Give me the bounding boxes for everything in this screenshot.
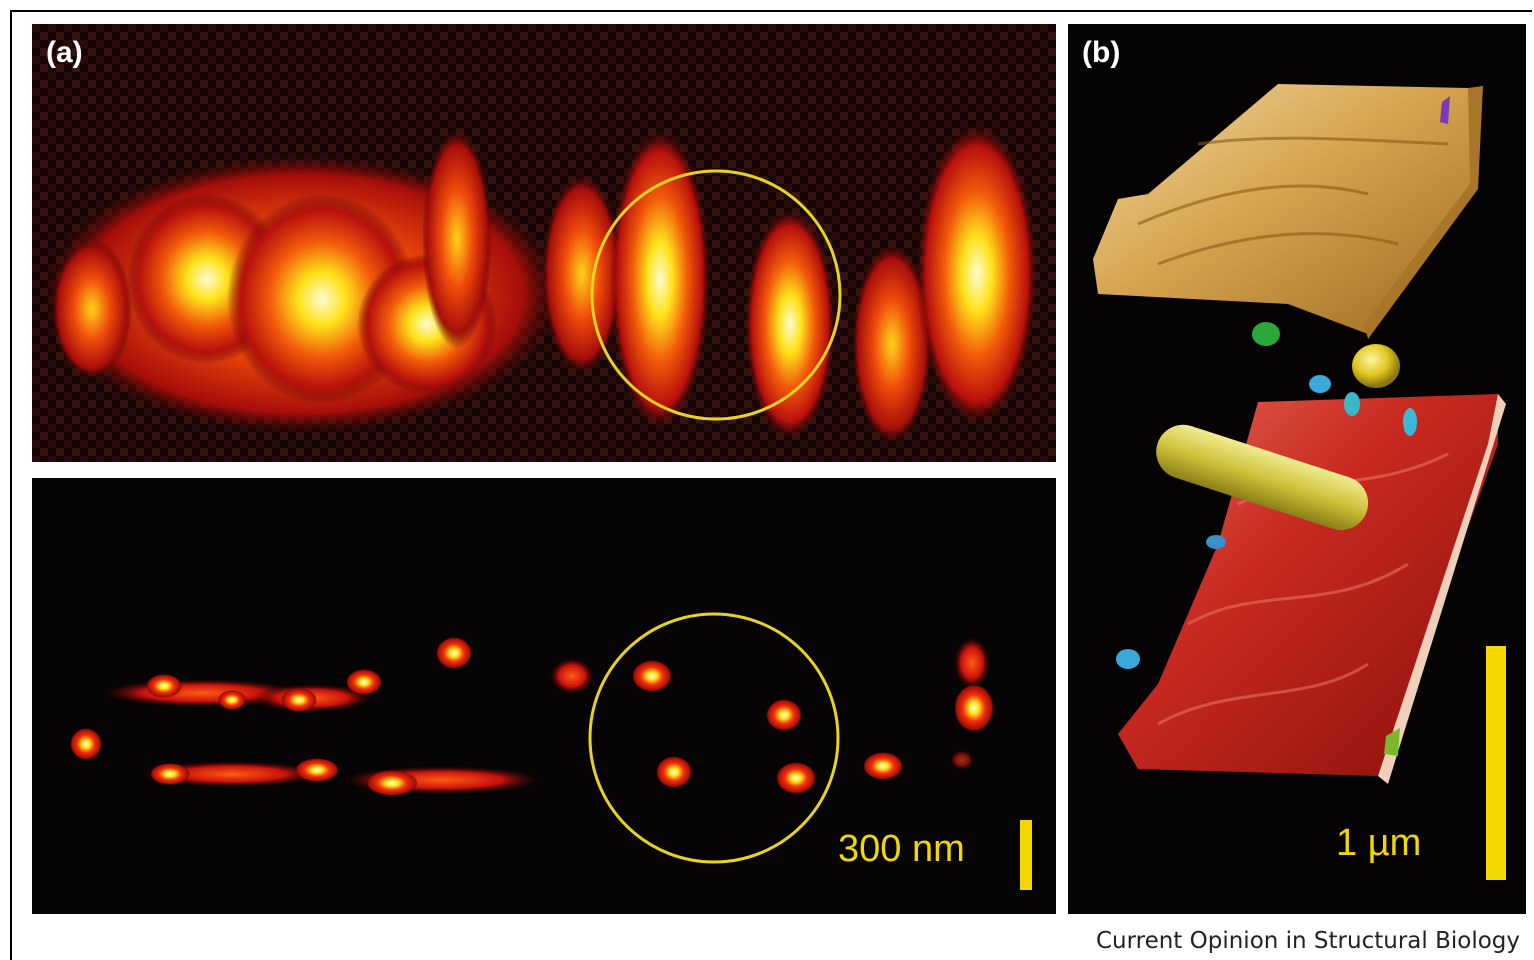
yellow-circle-icon [588,612,840,864]
panel-a-confocal-image: (a) [32,24,1056,462]
scale-label-1um: 1 µm [1336,822,1422,864]
surface-rendering [1093,84,1506,784]
blue-particle [1309,375,1331,393]
panel-b-label: (b) [1082,36,1121,69]
yellow-particle [1352,344,1400,388]
filament [142,761,322,787]
panel-b-3d-rendering: (b) 1 µm [1068,24,1526,914]
red-surface-side [1378,394,1506,784]
spot [656,756,692,788]
panel-a-label: (a) [46,36,83,69]
spot [150,763,190,785]
spot [218,690,246,710]
scale-label-300nm: 300 nm [838,828,965,870]
journal-credit: Current Opinion in Structural Biology [1095,928,1520,954]
spot [366,770,418,796]
resolved-heatmap [70,612,994,864]
spot [632,660,672,692]
scale-bar-b [1486,646,1506,880]
confocal-blob [52,239,132,379]
blue-particle [1206,535,1226,549]
spot [954,637,990,689]
confocal-blob [745,209,835,439]
green-particle [1384,728,1400,756]
panel-a-resolved-image: 300 nm [32,478,1056,914]
spot [950,750,974,770]
yellow-rod [1156,424,1369,531]
confocal-blob [422,129,492,349]
confocal-blob [542,174,622,374]
confocal-heatmap [32,24,1056,462]
spot [295,758,339,782]
gold-surface [1093,84,1478,334]
scale-bar-a [1020,820,1032,890]
spot [954,684,994,732]
spot [776,762,816,794]
spot [436,637,472,669]
red-surface [1118,394,1498,776]
blue-particle [1116,649,1140,669]
gold-surface-side [1364,86,1483,339]
spot [766,699,802,731]
spot [70,728,102,760]
blue-particle [1344,392,1360,416]
spot [863,752,903,780]
green-particle [1252,322,1280,346]
spot [146,674,182,698]
spot [550,658,594,694]
spot [346,669,382,695]
purple-particle [1440,96,1450,124]
confocal-blob [610,129,710,429]
yellow-circle-icon [590,169,842,421]
confocal-blob [852,244,932,444]
blue-particle [1403,408,1417,436]
confocal-blob [917,124,1037,424]
figure-frame [10,10,1532,960]
spot [281,688,317,712]
